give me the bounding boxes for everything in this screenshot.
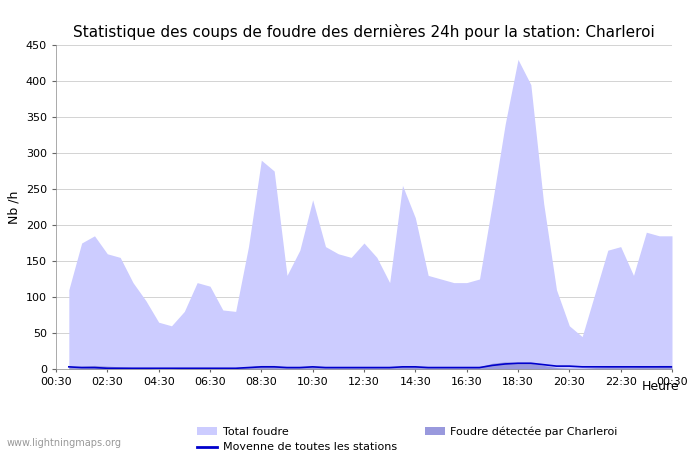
Legend: Total foudre, Moyenne de toutes les stations, Foudre détectée par Charleroi: Total foudre, Moyenne de toutes les stat…	[197, 427, 617, 450]
Text: Heure: Heure	[641, 380, 679, 393]
Y-axis label: Nb /h: Nb /h	[7, 190, 20, 224]
Title: Statistique des coups de foudre des dernières 24h pour la station: Charleroi: Statistique des coups de foudre des dern…	[73, 24, 655, 40]
Text: www.lightningmaps.org: www.lightningmaps.org	[7, 438, 122, 448]
